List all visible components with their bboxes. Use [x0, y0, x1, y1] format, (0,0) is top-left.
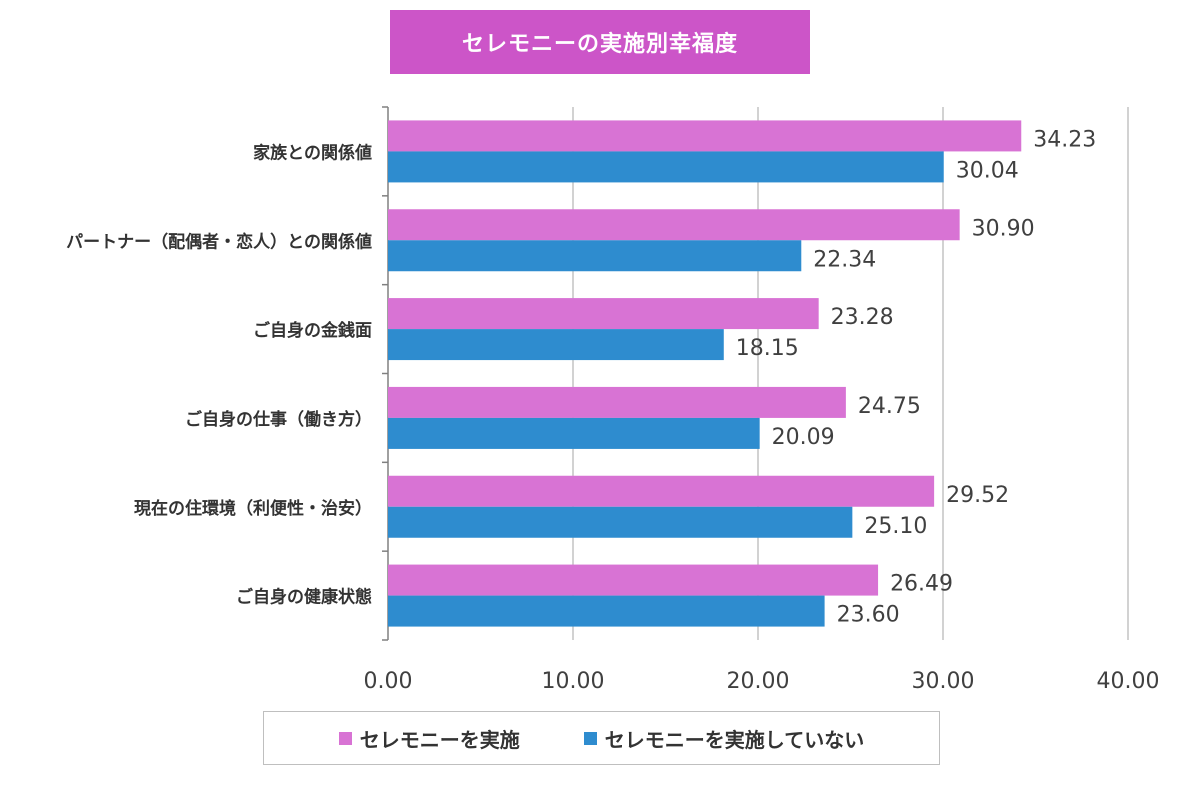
data-label: 20.09 [772, 425, 835, 450]
data-label: 22.34 [813, 247, 876, 272]
x-tick-label: 30.00 [912, 669, 975, 694]
category-label: ご自身の仕事（働き方） [185, 409, 372, 430]
legend: セレモニーを実施 セレモニーを実施していない [263, 711, 940, 765]
chart-title: セレモニーの実施別幸福度 [390, 10, 810, 74]
bar-not-implemented [388, 240, 802, 272]
legend-swatch-implemented [338, 731, 352, 745]
chart-title-text: セレモニーの実施別幸福度 [461, 32, 738, 57]
legend-swatch-not-implemented [583, 731, 597, 745]
data-label: 23.28 [831, 305, 894, 330]
x-tick-label: 10.00 [542, 669, 605, 694]
data-label: 25.10 [864, 514, 927, 539]
bar-implemented [388, 298, 819, 330]
bar-not-implemented [388, 151, 944, 183]
category-label: ご自身の金銭面 [253, 320, 372, 341]
x-tick-label: 40.00 [1097, 669, 1160, 694]
category-label: 現在の住環境（利便性・治安） [134, 498, 372, 519]
category-label: ご自身の健康状態 [236, 587, 372, 608]
x-tick-label: 0.00 [364, 669, 413, 694]
category-label: パートナー（配偶者・恋人）との関係値 [66, 231, 372, 252]
bar-implemented [388, 386, 846, 418]
data-label: 30.04 [956, 158, 1019, 183]
bar-not-implemented [388, 417, 760, 449]
legend-item-not-implemented: セレモニーを実施していない [583, 724, 865, 753]
legend-label-implemented: セレモニーを実施 [359, 727, 520, 752]
bar-not-implemented [388, 506, 853, 538]
x-tick-label: 20.00 [727, 669, 790, 694]
bar-implemented [388, 209, 960, 241]
bar-not-implemented [388, 329, 724, 361]
bar-implemented [388, 564, 879, 596]
data-label: 26.49 [890, 572, 953, 597]
legend-item-implemented: セレモニーを実施 [338, 724, 520, 753]
data-label: 29.52 [946, 483, 1009, 508]
bar-implemented [388, 475, 935, 507]
data-label: 30.90 [972, 216, 1035, 241]
data-label: 24.75 [858, 394, 921, 419]
category-label: 家族との関係値 [253, 142, 372, 163]
data-label: 23.60 [837, 603, 900, 628]
data-label: 34.23 [1033, 127, 1096, 152]
legend-label-not-implemented: セレモニーを実施していない [604, 727, 865, 752]
data-label: 18.15 [736, 336, 799, 361]
bar-not-implemented [388, 595, 825, 627]
bar-implemented [388, 120, 1022, 152]
